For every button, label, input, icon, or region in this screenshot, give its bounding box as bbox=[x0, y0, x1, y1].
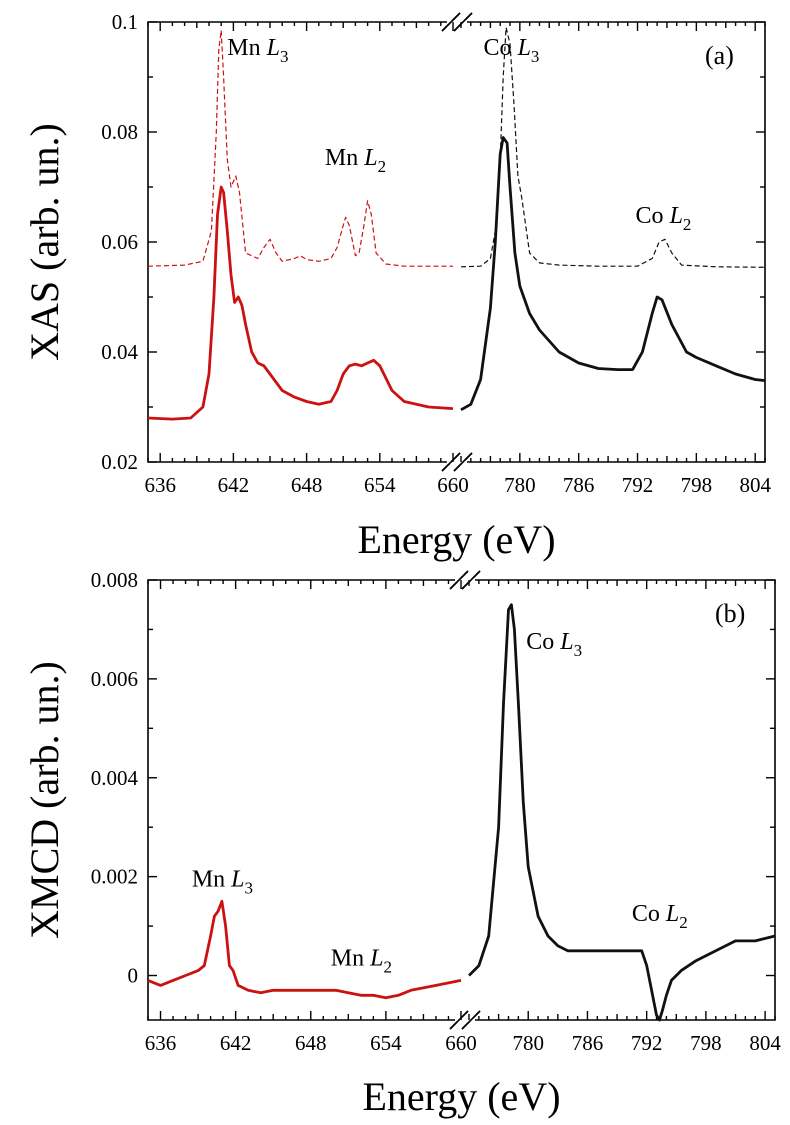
axis-break-mark bbox=[461, 570, 481, 590]
x-tick-label: 660 bbox=[445, 1031, 477, 1055]
x-tick-label: 798 bbox=[681, 473, 713, 497]
axis-break-gap bbox=[456, 1018, 474, 1022]
y-tick-label: 0 bbox=[128, 964, 139, 988]
axis-break-mark bbox=[449, 1010, 469, 1030]
peak-annotation: Mn L2 bbox=[325, 145, 386, 176]
annotation-element: Mn bbox=[227, 35, 266, 61]
annotation-element: Co bbox=[526, 629, 560, 655]
axis-break-mark bbox=[441, 452, 461, 472]
axis-break-gap bbox=[448, 20, 466, 24]
annotation-edge-index: 2 bbox=[679, 913, 688, 932]
x-tick-label: 792 bbox=[631, 1031, 663, 1055]
annotation-edge-letter: L bbox=[363, 145, 377, 171]
y-axis-title: XMCD (arb. un.) bbox=[22, 661, 67, 939]
x-tick-label: 804 bbox=[739, 473, 771, 497]
series-line bbox=[147, 29, 453, 267]
plot-frame bbox=[147, 579, 776, 1021]
x-tick-label: 654 bbox=[370, 1031, 402, 1055]
peak-annotation: Co L3 bbox=[526, 629, 582, 660]
x-tick-label: 798 bbox=[690, 1031, 722, 1055]
plot-frame bbox=[147, 21, 766, 463]
axis-break-gap bbox=[456, 578, 474, 582]
x-tick-label: 648 bbox=[291, 473, 323, 497]
y-tick-label: 0.06 bbox=[101, 230, 138, 254]
x-tick-label: 660 bbox=[437, 473, 469, 497]
annotation-element: Mn bbox=[325, 145, 364, 171]
annotation-element: Mn bbox=[331, 946, 370, 972]
y-tick-label: 0.008 bbox=[91, 568, 138, 592]
y-tick-label: 0.02 bbox=[101, 450, 138, 474]
panel-label: (b) bbox=[715, 599, 745, 628]
x-tick-label: 642 bbox=[218, 473, 250, 497]
y-tick-label: 0.1 bbox=[112, 10, 138, 34]
annotation-element: Co bbox=[636, 203, 670, 229]
y-axis-title: XAS (arb. un.) bbox=[22, 123, 67, 361]
x-tick-label: 786 bbox=[572, 1031, 604, 1055]
annotation-edge-index: 3 bbox=[574, 641, 583, 660]
peak-annotation: Co L3 bbox=[484, 35, 540, 66]
panel-a-xas: 0.02 0.04 0.06 0.08 0.1 636 642 648 654 660 780 786… bbox=[22, 10, 771, 562]
panel-label: (a) bbox=[705, 41, 734, 70]
x-tick-label: 780 bbox=[504, 473, 536, 497]
series-line bbox=[147, 185, 454, 421]
x-tick-label: 786 bbox=[563, 473, 595, 497]
x-tick-label: 636 bbox=[145, 1031, 177, 1055]
annotation-edge-index: 3 bbox=[245, 879, 254, 898]
annotation-edge-letter: L bbox=[669, 203, 683, 229]
x-tick-label: 804 bbox=[749, 1031, 781, 1055]
x-axis-title: Energy (eV) bbox=[362, 1074, 560, 1119]
annotation-edge-index: 2 bbox=[383, 958, 392, 977]
y-tick-label: 0.004 bbox=[91, 766, 139, 790]
annotation-edge-letter: L bbox=[559, 629, 573, 655]
annotation-element: Co bbox=[484, 35, 518, 61]
x-tick-label: 636 bbox=[144, 473, 176, 497]
annotation-edge-index: 2 bbox=[683, 215, 692, 234]
panel-b-xmcd: 0 0.002 0.004 0.006 0.008 636 642 648 654 660 780 7… bbox=[22, 568, 781, 1119]
y-tick-label: 0.04 bbox=[101, 340, 138, 364]
annotation-edge-letter: L bbox=[266, 35, 280, 61]
x-tick-label: 792 bbox=[622, 473, 654, 497]
y-tick-label: 0.002 bbox=[91, 865, 138, 889]
x-axis-title: Energy (eV) bbox=[357, 517, 555, 562]
axis-break-mark bbox=[453, 12, 473, 32]
peak-annotation: Co L2 bbox=[632, 901, 688, 932]
annotation-edge-letter: L bbox=[665, 901, 679, 927]
y-tick-label: 0.08 bbox=[101, 120, 138, 144]
axis-break-mark bbox=[449, 570, 469, 590]
series-line bbox=[460, 136, 766, 412]
x-tick-label: 654 bbox=[364, 473, 396, 497]
y-tick-label: 0.006 bbox=[91, 667, 138, 691]
x-tick-label: 648 bbox=[295, 1031, 327, 1055]
x-tick-label: 780 bbox=[512, 1031, 544, 1055]
annotation-edge-index: 3 bbox=[280, 47, 289, 66]
axis-break-gap bbox=[448, 460, 466, 464]
peak-annotation: Co L2 bbox=[636, 203, 692, 234]
annotation-edge-letter: L bbox=[230, 867, 244, 893]
annotation-edge-index: 2 bbox=[378, 157, 387, 176]
annotation-edge-letter: L bbox=[369, 946, 383, 972]
peak-annotation: Mn L3 bbox=[192, 867, 253, 898]
annotation-edge-letter: L bbox=[517, 35, 531, 61]
peak-annotation: Mn L3 bbox=[227, 35, 288, 66]
series-line bbox=[147, 899, 462, 1000]
annotation-element: Co bbox=[632, 901, 666, 927]
x-tick-label: 642 bbox=[220, 1031, 252, 1055]
axis-break-mark bbox=[441, 12, 461, 32]
axis-break-mark bbox=[461, 1010, 481, 1030]
peak-annotation: Mn L2 bbox=[331, 946, 392, 977]
annotation-edge-index: 3 bbox=[531, 47, 540, 66]
axis-break-mark bbox=[453, 452, 473, 472]
series-line bbox=[468, 603, 776, 1022]
annotation-element: Mn bbox=[192, 867, 231, 893]
